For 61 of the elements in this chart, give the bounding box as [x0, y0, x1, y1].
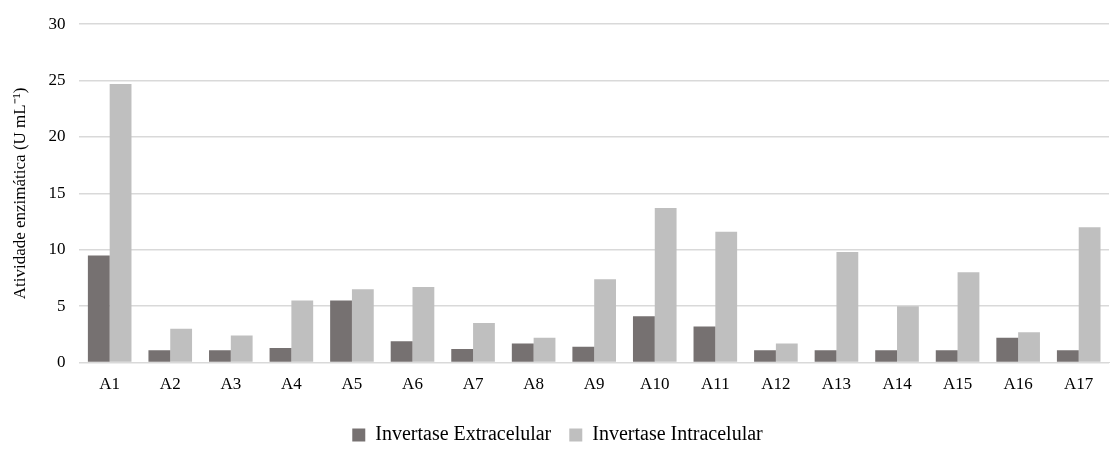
y-tick-label: 25 [48, 70, 66, 90]
bar [412, 287, 435, 362]
bar [330, 300, 352, 362]
bar [390, 341, 413, 362]
bar [1078, 227, 1101, 362]
x-tick-label: A4 [280, 374, 303, 394]
y-tick-label: 5 [56, 295, 66, 315]
bar [511, 343, 534, 362]
legend-label: Invertase Extracelular [375, 422, 552, 445]
y-tick-label: 20 [48, 126, 66, 146]
bar [1056, 350, 1079, 362]
bar [754, 350, 776, 362]
bar [87, 255, 110, 362]
bar [269, 347, 292, 362]
x-tick-label: A6 [402, 374, 423, 394]
x-tick-label: A17 [1064, 374, 1094, 394]
x-tick-label: A5 [341, 374, 363, 394]
bar [230, 335, 253, 362]
x-tick-label: A2 [159, 374, 181, 394]
x-tick-label: A12 [761, 374, 791, 394]
bar [148, 350, 171, 362]
x-tick-label: A11 [701, 374, 730, 394]
x-tick-label: A14 [882, 374, 913, 394]
bar [572, 346, 595, 362]
bar [897, 306, 919, 362]
bar [451, 349, 474, 362]
x-tick-label: A1 [99, 374, 121, 394]
x-tick-label: A7 [462, 374, 484, 394]
x-tick-label: A13 [821, 374, 852, 394]
x-tick-label: A8 [523, 374, 545, 394]
y-tick-label: 30 [48, 13, 66, 33]
bar [957, 272, 980, 362]
bar [1018, 332, 1040, 362]
bar [594, 279, 616, 362]
bar [351, 289, 374, 362]
bar [836, 252, 859, 362]
bar [654, 208, 677, 362]
y-axis-title: Atividade enzimática (U mL⁻¹) [9, 87, 29, 300]
x-tick-label: A16 [1003, 374, 1033, 394]
bar [291, 300, 314, 362]
bar [109, 83, 132, 362]
bar [775, 343, 798, 362]
x-tick-label: A3 [220, 374, 242, 394]
bar [715, 231, 738, 362]
bar [814, 350, 837, 362]
bar [533, 337, 556, 362]
y-tick-label: 10 [48, 239, 66, 259]
bar [473, 323, 495, 362]
bar [875, 350, 898, 362]
bar [693, 326, 716, 362]
bar [935, 350, 958, 362]
x-tick-label: A10 [640, 374, 670, 394]
x-tick-label: A9 [583, 374, 605, 394]
bar [209, 350, 231, 362]
bar [996, 337, 1019, 362]
y-tick-label: 0 [56, 352, 66, 372]
y-tick-label: 15 [48, 182, 66, 202]
bar [170, 328, 193, 362]
x-tick-label: A15 [942, 374, 973, 394]
bar [632, 316, 655, 362]
legend-label: Invertase Intracelular [592, 422, 764, 445]
